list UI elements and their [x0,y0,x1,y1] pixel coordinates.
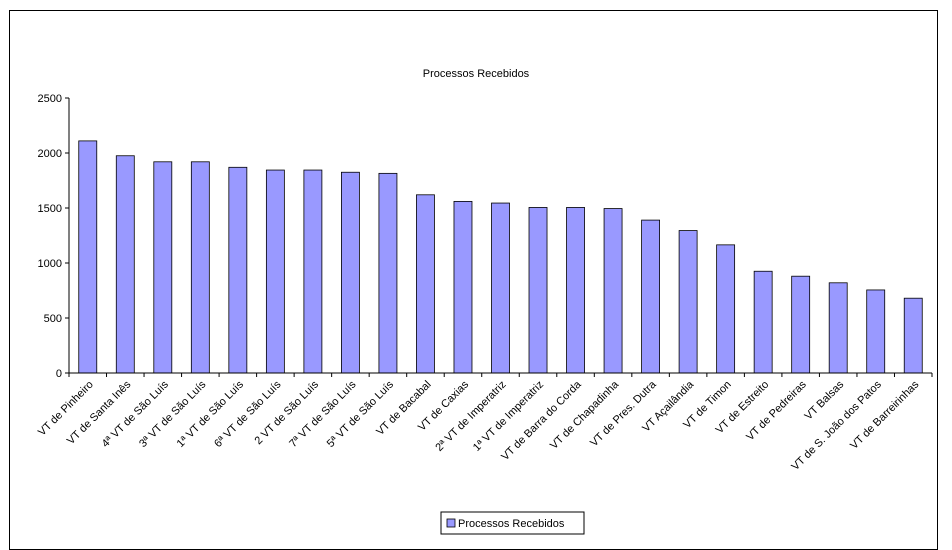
x-tick-label: VT de Barreirinhas [848,378,922,452]
bars [78,140,923,374]
bar [416,194,435,374]
x-tick-label: 1ª VT de São Luís [175,378,247,450]
bar [378,172,398,374]
bar [791,275,811,374]
bar [678,230,698,374]
x-tick-label: 2 VT de São Luís [253,378,322,447]
bar [265,169,285,374]
x-tick-label: 1ª VT de Imperatriz [471,379,546,454]
chart-title: Processos Recebidos [423,68,530,80]
x-tick-label: 6ª VT de São Luís [212,378,284,450]
legend-swatch [446,518,456,528]
y-tick-label: 2000 [38,148,62,160]
legend-box [440,511,585,535]
x-tick-label: VT de Pres. Dutra [588,378,659,449]
y-axis: 0 500 1000 1500 2000 2500 [38,93,70,380]
x-tick-label: VT de Chapadinha [548,378,622,452]
bar [528,207,548,374]
x-tick-label: 5ª VT de São Luís [325,378,397,450]
bar [453,200,473,374]
legend: Processos Recebidos [440,511,585,535]
x-tick-label: 7ª VT de São Luís [287,378,359,450]
y-tick-label: 1500 [38,203,62,215]
y-tick-label: 500 [44,313,62,325]
bar-chart: Processos Recebidos 0 500 1000 1500 2000 2500… [36,68,933,535]
bar [153,161,173,374]
x-tick-label: VT de Santa Inês [65,378,134,447]
bar [78,140,98,374]
x-tick-label: 3ª VT de São Luís [137,378,209,450]
bar [716,244,736,374]
bar [341,171,360,374]
bar [190,161,210,374]
y-tick-label: 0 [56,368,62,380]
bar [753,270,773,374]
legend-label: Processos Recebidos [458,518,565,530]
bar [491,202,510,374]
bar [228,166,248,374]
x-tick-label: 4ª VT de São Luís [100,378,172,450]
bar [603,208,623,374]
bar [566,207,585,374]
bar [303,169,323,374]
y-tick-label: 1000 [38,258,62,270]
bar [828,282,848,374]
bar [866,289,886,374]
bar [115,155,135,374]
bar [641,219,660,374]
y-tick-label: 2500 [38,93,62,105]
x-tick-label: 2ª VT de Imperatriz [433,379,508,454]
bar [903,297,923,374]
